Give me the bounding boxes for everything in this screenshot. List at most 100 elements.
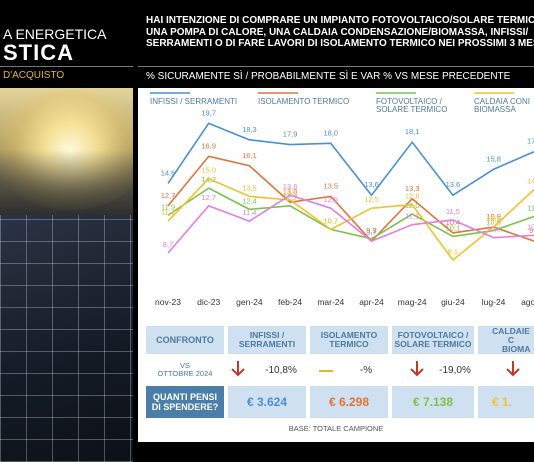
data-label-infissi: 13,6 (446, 180, 461, 189)
vs-line: VS (179, 360, 190, 370)
spend-fotovoltaico: € 7.138 (392, 386, 474, 418)
base-note: BASE: TOTALE CAMPIONE (288, 424, 384, 433)
data-label-infissi: 18,1 (405, 127, 420, 136)
col-header-fotovoltaico: FOTOVOLTAICO / SOLARE TERMICO (392, 326, 474, 354)
data-label-isolamento: 10,4 (446, 218, 461, 227)
data-label-fotovoltaico: 12,4 (242, 196, 257, 205)
data-label-pompa: 11,5 (446, 207, 460, 216)
data-label-caldaia: 13,5 (242, 183, 257, 192)
data-label-fotovoltaico: 12,7 (283, 193, 298, 202)
left-title-line2: STICA (3, 40, 74, 65)
series-line-fotovoltaico (167, 187, 534, 240)
trend-down-icon (231, 361, 245, 377)
question-text: HAI INTENZIONE DI COMPRARE UN IMPIANTO F… (146, 15, 534, 50)
col-header-caldaie: CALDAIE C BIOMA (478, 326, 534, 354)
x-tick-label: dic-23 (197, 297, 220, 307)
data-label-pompa: 11,4 (242, 208, 256, 217)
data-label-pompa: 8,7 (163, 240, 173, 249)
x-tick-label: feb-24 (278, 297, 302, 307)
data-label-pompa: 12,7 (201, 193, 216, 202)
col-header-line: BIOMA (502, 343, 531, 354)
legend-label: SOLARE TERMICO (376, 105, 447, 114)
x-tick-label: mag-24 (398, 297, 427, 307)
data-label-fotovoltaico: 11,9 (161, 202, 175, 211)
var-isolamento: -% (359, 364, 373, 376)
series-line-pompa (167, 194, 534, 254)
data-label-isolamento: 9,7 (529, 226, 534, 235)
var-fotovoltaico: -19,0% (439, 364, 471, 376)
data-label-fotovoltaico: 10,1 (446, 223, 461, 232)
trend-down-icon (410, 361, 424, 377)
hero-image: A ENERGETICA STICA D'ACQUISTO (0, 0, 133, 462)
data-label-isolamento: 12,7 (161, 191, 176, 200)
col-header-isolamento: ISOLAMENTO TERMICO (310, 326, 388, 354)
spend-isolamento: € 6.298 (310, 386, 388, 418)
data-label-isolamento: 13,3 (405, 184, 420, 193)
data-label-caldaia: 10,9 (486, 214, 501, 223)
col-header-infissi: INFISSI / SERRAMENTI (228, 326, 306, 354)
var-infissi: -10,8% (265, 364, 297, 376)
data-label-caldaia: 10,7 (323, 216, 338, 225)
confronto-header: CONFRONTO (146, 326, 224, 354)
data-label-caldaia: 12,5 (364, 195, 379, 204)
data-label-pompa: 9,7 (366, 228, 376, 237)
data-label-isolamento: 16,9 (201, 141, 216, 150)
trend-down-icon (506, 361, 520, 377)
data-label-isolamento: 16,1 (242, 151, 257, 160)
data-label-isolamento: 9,7 (366, 226, 376, 235)
x-tick-label: apr-24 (359, 297, 384, 307)
x-tick-label: giu-24 (441, 297, 465, 307)
spend-label: QUANTI PENSI DI SPENDERE? (146, 386, 224, 418)
series-line-infissi (167, 122, 534, 197)
data-label-caldaia: 14,1 (527, 176, 534, 185)
col-header-line: TERMICO (329, 339, 369, 349)
question-line: HAI INTENZIONE DI COMPRARE UN IMPIANTO F… (146, 15, 534, 26)
data-label-caldaia: 13,2 (283, 187, 298, 196)
spend-infissi: € 3.624 (228, 386, 306, 418)
data-label-infissi: 13,6 (364, 180, 379, 189)
vs-label: VS OTTOBRE 2024 (146, 356, 224, 384)
data-label-caldaia: 12,8 (405, 192, 420, 201)
line-chart: INFISSI / SERRAMENTI ISOLAMENTO TERMICO FO… (138, 88, 534, 318)
spend-label-line: QUANTI PENSI (152, 392, 217, 402)
data-label-infissi: 17,3 (527, 137, 534, 146)
data-label-infissi: 17,9 (283, 130, 298, 139)
data-label-infissi: 18,0 (323, 128, 338, 137)
data-label-infissi: 15,8 (486, 154, 501, 163)
x-tick-label: mar-24 (317, 297, 344, 307)
solar-panels (0, 215, 133, 462)
data-label-fotovoltaico: 11,8 (527, 203, 534, 212)
trend-flat-icon (319, 370, 333, 372)
legend-label: CALDAIA CONI (474, 97, 530, 106)
left-header: A ENERGETICA STICA D'ACQUISTO (0, 0, 133, 88)
comparison-table: CONFRONTO INFISSI / SERRAMENTI ISOLAMENT… (138, 318, 534, 442)
legend-label: FOTOVOLTAICO / (376, 97, 443, 106)
data-label-pompa: 12,5 (323, 195, 338, 204)
col-header-line: INFISSI / (249, 330, 285, 340)
data-label-infissi: 14,6 (161, 168, 176, 177)
col-header-line: CALDAIE C (492, 326, 530, 345)
data-label-pompa: 13,6 (283, 182, 298, 191)
data-label-infissi: 18,3 (242, 125, 257, 134)
data-label-caldaia: 15,0 (201, 166, 216, 175)
chart-subtitle: % SICURAMENTE SÌ / PROBABILMENTE SÌ E VA… (146, 71, 511, 82)
data-label-fotovoltaico: 9,9 (366, 226, 376, 235)
legend-label: BIOMASSA (474, 105, 516, 114)
question-header: HAI INTENZIONE DI COMPRARE UN IMPIANTO F… (138, 0, 534, 88)
data-label-fotovoltaico: 10,6 (486, 218, 501, 227)
legend-label: ISOLAMENTO TERMICO (258, 97, 349, 106)
x-tick-label: gen-24 (236, 297, 263, 307)
data-label-infissi: 19,7 (201, 108, 216, 117)
divider (0, 66, 133, 67)
spend-caldaie: € 1. (478, 386, 534, 418)
data-label-caldaia: 11,4 (161, 208, 175, 217)
x-tick-label: nov-23 (155, 297, 181, 307)
x-tick-label: lug-24 (482, 297, 506, 307)
series-line-caldaia (167, 177, 534, 261)
left-subtitle: D'ACQUISTO (3, 70, 65, 81)
data-label-caldaia: 8,1 (448, 247, 458, 256)
vs-line: OTTOBRE 2024 (157, 369, 213, 378)
spend-label-line: DI SPENDERE? (151, 402, 219, 412)
col-header-line: SERRAMENTI (238, 339, 296, 349)
col-header-line: FOTOVOLTAICO / (397, 330, 469, 340)
